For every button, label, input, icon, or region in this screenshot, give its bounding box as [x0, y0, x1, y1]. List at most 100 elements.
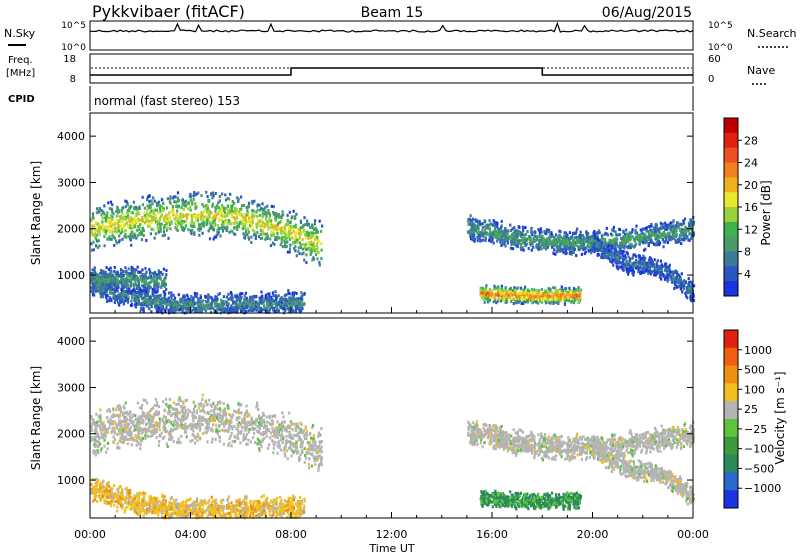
data-cell — [286, 218, 289, 222]
data-cell — [301, 293, 304, 297]
data-cell — [485, 226, 488, 230]
data-cell — [629, 246, 632, 249]
data-cell — [91, 248, 94, 252]
data-cell — [576, 294, 579, 298]
data-cell — [506, 241, 509, 245]
data-cell — [215, 302, 218, 306]
data-cell — [524, 232, 528, 236]
data-cell — [648, 225, 651, 228]
data-cell — [137, 281, 141, 285]
data-cell — [131, 296, 134, 300]
data-cell — [638, 241, 641, 245]
data-cell — [141, 218, 144, 222]
data-cell — [109, 296, 112, 300]
data-cell — [102, 291, 105, 295]
data-cell — [248, 216, 251, 220]
data-cell — [111, 288, 114, 291]
data-cell — [102, 289, 105, 292]
data-cell — [179, 304, 182, 308]
data-cell — [540, 247, 543, 251]
data-cell — [548, 234, 551, 238]
data-cell — [574, 293, 577, 297]
data-cell — [488, 238, 491, 242]
data-cell — [492, 241, 495, 245]
data-cell — [473, 223, 477, 227]
data-cell — [668, 270, 671, 274]
data-cell — [610, 239, 613, 243]
data-cell — [662, 245, 665, 249]
data-cell — [100, 283, 103, 287]
data-cell — [268, 308, 271, 312]
data-cell — [242, 216, 245, 219]
data-cell — [201, 202, 204, 206]
data-cell — [542, 237, 545, 241]
data-cell — [217, 226, 220, 230]
data-cell — [680, 242, 683, 246]
data-cell — [261, 230, 264, 234]
data-cell — [254, 236, 257, 240]
data-cell — [227, 302, 230, 306]
data-cell — [186, 295, 190, 299]
data-cell — [217, 232, 220, 236]
data-cell — [279, 226, 282, 230]
data-cell — [556, 238, 560, 242]
data-cell — [100, 213, 103, 217]
data-cell — [227, 197, 231, 201]
data-cell — [110, 291, 113, 295]
data-cell — [195, 192, 198, 196]
data-cell — [604, 250, 607, 253]
data-cell — [583, 247, 586, 251]
data-cell — [120, 300, 123, 303]
data-cell — [118, 234, 121, 238]
data-cell — [241, 204, 244, 208]
data-cell — [208, 213, 211, 217]
data-cell — [255, 210, 258, 214]
data-cell — [94, 289, 97, 293]
data-cell — [160, 305, 163, 309]
data-cell — [275, 303, 278, 307]
data-cell — [121, 219, 124, 223]
data-cell — [146, 291, 150, 295]
data-cell — [110, 207, 113, 211]
data-cell — [511, 241, 514, 245]
data-cell — [285, 299, 288, 303]
data-cell — [155, 276, 158, 280]
data-cell — [147, 289, 150, 293]
data-cell — [635, 224, 638, 228]
data-cell — [123, 217, 126, 221]
data-cell — [500, 284, 503, 288]
data-cell — [565, 287, 568, 291]
data-cell — [649, 272, 652, 276]
data-cell — [183, 214, 186, 218]
data-cell — [240, 302, 243, 306]
data-cell — [671, 237, 674, 241]
data-cell — [303, 216, 306, 220]
data-cell — [181, 198, 184, 202]
data-cell — [563, 303, 566, 306]
data-cell — [299, 233, 302, 237]
data-cell — [167, 296, 171, 300]
data-cell — [166, 217, 169, 221]
data-cell — [504, 230, 507, 234]
data-cell — [92, 285, 95, 289]
data-cell — [317, 251, 320, 254]
data-cell — [161, 198, 164, 202]
data-cell — [568, 291, 571, 295]
data-cell — [285, 240, 288, 244]
data-cell — [200, 211, 203, 215]
data-cell — [547, 291, 550, 295]
data-cell — [172, 210, 175, 214]
data-cell — [148, 194, 151, 198]
data-cell — [261, 214, 264, 218]
data-cell — [244, 215, 247, 219]
data-cell — [290, 296, 293, 300]
data-cell — [509, 296, 512, 300]
data-cell — [148, 268, 151, 272]
data-cell — [186, 299, 189, 303]
data-cell — [269, 297, 272, 300]
data-cell — [553, 248, 556, 252]
data-cell — [544, 290, 547, 294]
data-cell — [469, 214, 472, 218]
data-cell — [125, 221, 128, 225]
data-cell — [507, 237, 510, 241]
